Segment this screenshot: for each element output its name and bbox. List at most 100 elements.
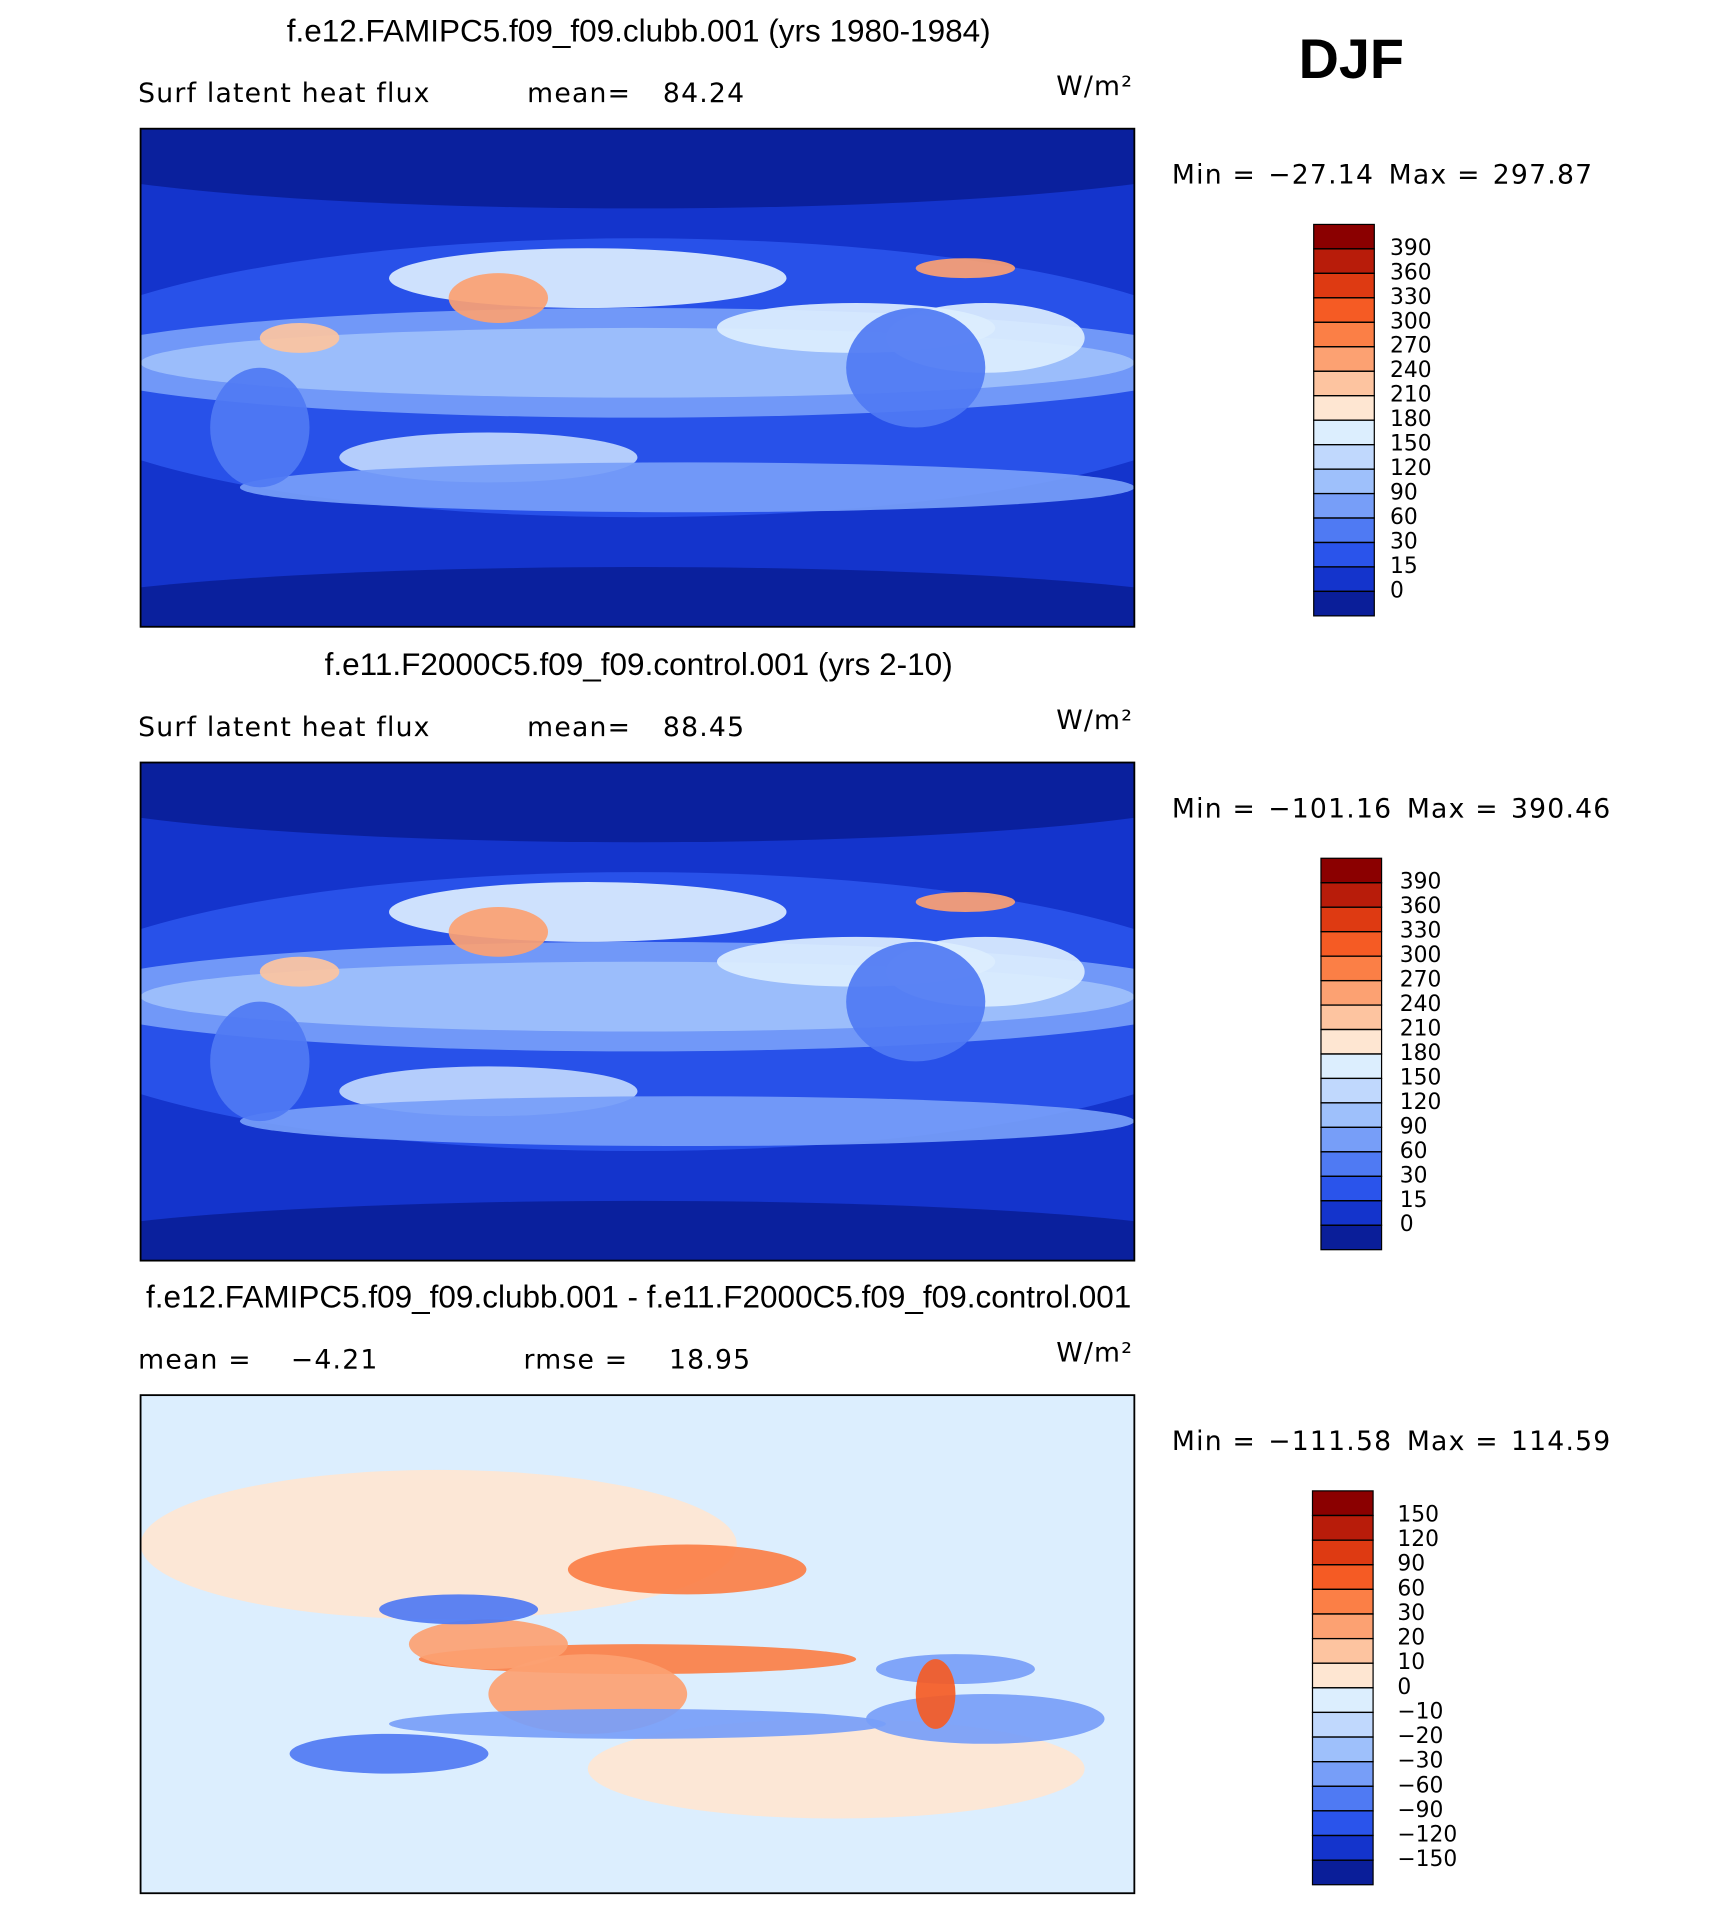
colorbar-label: 360 bbox=[1400, 894, 1442, 919]
colorbar-label: 30 bbox=[1390, 529, 1418, 554]
colorbar-label: 120 bbox=[1390, 456, 1432, 481]
colorbar-box bbox=[1313, 370, 1375, 397]
colorbar-box bbox=[1313, 492, 1375, 519]
colorbar-box bbox=[1313, 517, 1375, 544]
colorbar-box bbox=[1320, 1028, 1383, 1055]
colorbar-label: 60 bbox=[1397, 1576, 1425, 1601]
colorbar-label: 60 bbox=[1390, 505, 1418, 530]
colorbar-box bbox=[1320, 1126, 1383, 1153]
map bbox=[140, 128, 1135, 627]
range-value: −101.16 bbox=[1268, 793, 1392, 824]
panel-title: f.e11.F2000C5.f09_f09.control.001 (yrs 2… bbox=[325, 646, 953, 682]
colorbar-label: 15 bbox=[1390, 554, 1418, 579]
colorbar-label: 150 bbox=[1390, 432, 1432, 457]
colorbar-label: 0 bbox=[1390, 578, 1404, 603]
colorbar-label: −150 bbox=[1397, 1847, 1457, 1872]
map-shading bbox=[448, 906, 549, 957]
range-name: Max = bbox=[1407, 793, 1499, 824]
colorbar-box bbox=[1320, 979, 1383, 1006]
colorbar-box bbox=[1313, 590, 1375, 617]
colorbar-label: −20 bbox=[1397, 1724, 1443, 1749]
colorbar-box bbox=[1313, 419, 1375, 446]
colorbar-box bbox=[1313, 321, 1375, 348]
range-value: −111.58 bbox=[1268, 1426, 1392, 1457]
variable-label: Surf latent heat flux bbox=[138, 712, 431, 743]
colorbar-box bbox=[1313, 223, 1375, 250]
colorbar-box bbox=[1311, 1736, 1374, 1763]
colorbar-box bbox=[1320, 955, 1383, 982]
colorbar-box bbox=[1313, 395, 1375, 421]
colorbar-label: 300 bbox=[1400, 943, 1442, 968]
colorbar-box bbox=[1311, 1613, 1374, 1640]
colorbar-label: −10 bbox=[1397, 1699, 1443, 1724]
map-shading bbox=[140, 1200, 1135, 1261]
map-shading bbox=[239, 462, 1135, 513]
range-name: Min = bbox=[1172, 159, 1256, 190]
colorbar-box bbox=[1311, 1859, 1374, 1886]
map-shading bbox=[389, 248, 787, 309]
colorbar-box bbox=[1311, 1711, 1374, 1738]
colorbar-label: 240 bbox=[1390, 358, 1432, 383]
colorbar-label: 90 bbox=[1397, 1552, 1425, 1577]
colorbar-label: 120 bbox=[1397, 1527, 1439, 1552]
colorbar-label: 360 bbox=[1390, 260, 1432, 285]
map-frame bbox=[139, 127, 1136, 628]
colorbar-label: 390 bbox=[1400, 870, 1442, 895]
colorbar-label: 30 bbox=[1400, 1163, 1428, 1188]
colorbar-box bbox=[1320, 1077, 1383, 1104]
map-shading bbox=[210, 1001, 310, 1122]
colorbar-label: 390 bbox=[1390, 236, 1432, 261]
colorbar-label: 210 bbox=[1390, 383, 1432, 408]
colorbar-label: 300 bbox=[1390, 309, 1432, 334]
units-label: W/m² bbox=[1056, 1337, 1133, 1368]
colorbar-box bbox=[1313, 541, 1375, 568]
colorbar-label: 0 bbox=[1397, 1675, 1411, 1700]
map-shading bbox=[140, 762, 1135, 843]
colorbar-label: 240 bbox=[1400, 992, 1442, 1017]
colorbar-label: 90 bbox=[1390, 481, 1418, 506]
colorbar-box bbox=[1320, 857, 1383, 884]
map-shading bbox=[210, 367, 310, 488]
map-shading bbox=[239, 1096, 1135, 1147]
map-shading bbox=[915, 1659, 956, 1729]
colorbar-box bbox=[1311, 1662, 1374, 1689]
colorbar-box bbox=[1311, 1588, 1374, 1615]
colorbar-label: 60 bbox=[1400, 1139, 1428, 1164]
colorbar-box bbox=[1313, 272, 1375, 299]
stat-value: 84.24 bbox=[663, 78, 745, 109]
colorbar-box bbox=[1320, 1224, 1383, 1251]
map-shading bbox=[259, 322, 340, 353]
colorbar-box bbox=[1320, 1053, 1383, 1080]
map-shading bbox=[289, 1733, 489, 1774]
colorbar-box bbox=[1313, 297, 1375, 323]
colorbar-box bbox=[1311, 1490, 1374, 1517]
colorbar-box bbox=[1313, 468, 1375, 495]
colorbar-box bbox=[1311, 1637, 1374, 1664]
map-frame bbox=[139, 761, 1136, 1262]
map-shading bbox=[448, 273, 549, 323]
colorbar-box bbox=[1311, 1810, 1374, 1837]
colorbar-label: 330 bbox=[1390, 285, 1432, 310]
colorbar-box bbox=[1320, 1200, 1383, 1226]
range-name: Min = bbox=[1172, 793, 1256, 824]
colorbar-label: −30 bbox=[1397, 1749, 1443, 1774]
colorbar-box bbox=[1320, 1004, 1383, 1031]
colorbar-label: 150 bbox=[1397, 1502, 1439, 1527]
range-value: 114.59 bbox=[1511, 1426, 1612, 1457]
map-shading bbox=[389, 882, 787, 942]
colorbar-label: 90 bbox=[1400, 1114, 1428, 1139]
map-shading bbox=[408, 1619, 568, 1670]
colorbar-box bbox=[1320, 882, 1383, 908]
colorbar-box bbox=[1320, 906, 1383, 933]
colorbar-label: 20 bbox=[1397, 1626, 1425, 1651]
map-shading bbox=[846, 941, 986, 1062]
panel-title: f.e12.FAMIPC5.f09_f09.clubb.001 - f.e11.… bbox=[146, 1279, 1131, 1315]
colorbar-box bbox=[1320, 1102, 1383, 1128]
colorbar-label: 270 bbox=[1390, 334, 1432, 359]
colorbar-box bbox=[1311, 1514, 1374, 1541]
map-shading bbox=[915, 258, 1016, 279]
colorbar-label: −90 bbox=[1397, 1798, 1443, 1823]
colorbar-box bbox=[1311, 1834, 1374, 1861]
units-label: W/m² bbox=[1056, 705, 1133, 736]
